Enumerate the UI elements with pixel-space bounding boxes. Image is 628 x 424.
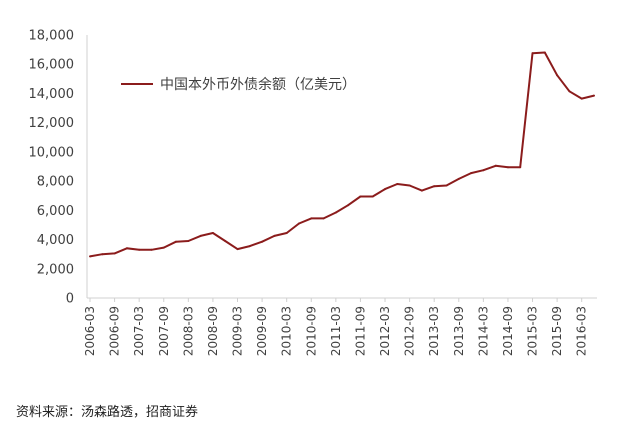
data-point xyxy=(531,52,534,55)
x-tick-label: 2014-03 xyxy=(476,306,490,356)
data-point xyxy=(494,164,497,167)
data-point xyxy=(125,247,128,250)
data-point xyxy=(556,74,559,77)
source-note: 资料来源：汤森路透，招商证券 xyxy=(16,405,199,420)
x-tick-label: 2011-09 xyxy=(353,306,367,356)
data-point xyxy=(224,240,227,242)
legend: 中国本外币外债余额（亿美元） xyxy=(121,76,356,93)
data-point xyxy=(457,177,460,180)
x-tick-label: 2014-09 xyxy=(501,306,515,356)
data-point xyxy=(199,234,202,237)
data-point xyxy=(593,94,595,97)
data-point xyxy=(310,217,313,220)
data-point xyxy=(482,169,485,172)
data-point xyxy=(507,166,509,169)
data-point xyxy=(261,240,264,243)
data-point xyxy=(162,246,165,249)
y-tick-label: 18,000 xyxy=(29,29,75,44)
y-tick-label: 10,000 xyxy=(29,145,75,160)
x-tick-label: 2016-03 xyxy=(575,306,589,356)
data-point xyxy=(334,211,337,214)
data-point xyxy=(347,204,350,207)
x-tick-label: 2006-03 xyxy=(83,306,97,356)
y-tick-label: 0 xyxy=(66,292,74,307)
y-tick-label: 8,000 xyxy=(37,175,74,190)
data-point xyxy=(408,184,411,187)
data-point xyxy=(470,172,473,175)
data-point xyxy=(89,255,91,258)
x-tick-label: 2012-03 xyxy=(378,306,392,356)
x-tick-label: 2008-09 xyxy=(206,306,220,356)
data-point xyxy=(248,245,251,248)
series-layer xyxy=(89,51,595,258)
x-tick-label: 2009-09 xyxy=(255,306,269,356)
x-axis: 2006-03 2006-09 2007-03 2007-09 2008-03 2008-… xyxy=(83,297,597,356)
y-tick-label: 14,000 xyxy=(29,87,75,102)
x-tick-label: 2010-03 xyxy=(280,306,294,356)
y-axis: 0 2,000 4,000 6,000 8,000 10,000 12,000 14,000 1… xyxy=(29,29,88,307)
data-point xyxy=(285,232,288,234)
x-tick-label: 2008-03 xyxy=(181,306,195,356)
data-point xyxy=(175,240,177,243)
x-tick-label: 2013-09 xyxy=(452,306,466,356)
data-point xyxy=(445,184,448,187)
y-tick-label: 2,000 xyxy=(37,262,74,277)
data-point xyxy=(322,217,325,220)
y-tick-label: 12,000 xyxy=(29,116,75,131)
x-tick-label: 2012-09 xyxy=(403,306,417,356)
data-point xyxy=(519,166,522,169)
y-tick-label: 6,000 xyxy=(37,204,74,219)
data-point xyxy=(187,240,190,242)
data-point xyxy=(371,195,374,198)
x-tick-label: 2015-03 xyxy=(526,306,540,356)
y-tick-label: 16,000 xyxy=(29,58,75,73)
series-line xyxy=(89,51,595,258)
x-tick-label: 2015-09 xyxy=(550,306,564,356)
data-point xyxy=(568,90,571,93)
data-point xyxy=(150,248,153,251)
data-point xyxy=(433,185,436,188)
x-tick-marks xyxy=(89,298,583,302)
x-tick-label: 2011-03 xyxy=(329,306,343,356)
data-point xyxy=(359,195,362,198)
data-point xyxy=(101,253,104,256)
x-tick-label: 2007-09 xyxy=(157,306,171,356)
y-tick-labels: 0 2,000 4,000 6,000 8,000 10,000 12,000 14,000 1… xyxy=(29,29,75,307)
x-tick-label: 2013-03 xyxy=(427,306,441,356)
data-point xyxy=(138,248,141,251)
legend-label: 中国本外币外债余额（亿美元） xyxy=(160,76,356,93)
data-point xyxy=(236,248,239,251)
y-tick-label: 4,000 xyxy=(37,233,74,248)
data-point xyxy=(211,232,214,234)
data-point xyxy=(273,234,276,237)
data-point xyxy=(298,222,300,225)
x-tick-label: 2006-09 xyxy=(108,306,122,356)
x-tick-labels: 2006-03 2006-09 2007-03 2007-09 2008-03 2008-… xyxy=(83,306,589,356)
x-tick-label: 2010-09 xyxy=(304,306,318,356)
data-point xyxy=(396,183,399,185)
data-point xyxy=(113,252,116,255)
data-point xyxy=(580,97,583,100)
data-point xyxy=(384,188,386,191)
x-tick-label: 2007-03 xyxy=(132,306,146,356)
x-tick-label: 2009-03 xyxy=(231,306,245,356)
data-point xyxy=(543,51,546,54)
data-point xyxy=(420,189,423,192)
